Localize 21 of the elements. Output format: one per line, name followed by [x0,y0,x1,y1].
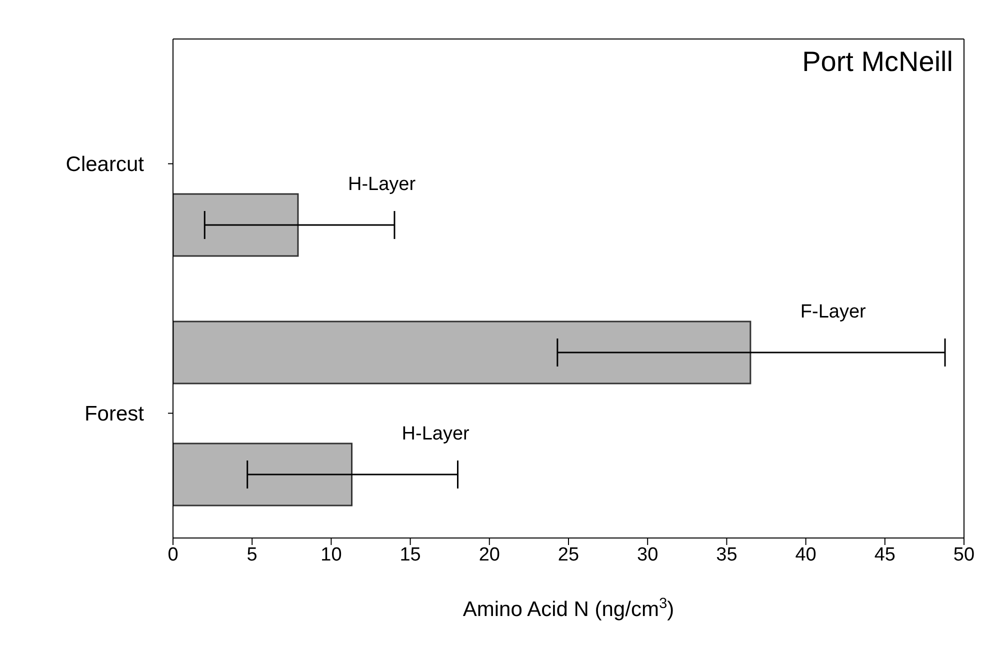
x-axis-title: Amino Acid N (ng/cm$^{3}$) [462,596,674,621]
chart-title: Port McNeill [802,46,953,78]
y-tick-label: Forest [84,402,144,426]
y-tick-label: Clearcut [66,153,144,176]
text: H-Layer [348,174,416,195]
bar [173,193,299,257]
x-tick-label: 40 [795,544,816,566]
text: F-Layer [800,302,867,322]
bar [173,320,752,384]
x-tick-label: 45 [874,544,896,566]
x-tick-label: 30 [637,544,658,566]
x-tick-label: 25 [558,544,580,566]
text: H-Layer [402,424,470,444]
x-tick-label: 15 [400,544,421,566]
bar [173,442,353,506]
x-tick-label: 5 [246,544,258,566]
x-tick-label: 50 [953,544,975,566]
x-tick-label: 0 [168,544,178,566]
x-tick-label: 35 [716,544,738,566]
x-tick-label: 20 [478,544,500,566]
x-tick-label: 10 [320,544,342,566]
